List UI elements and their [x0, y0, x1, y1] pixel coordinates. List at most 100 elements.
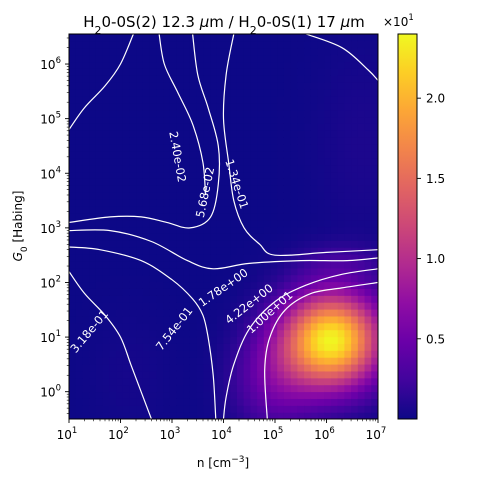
heatmap-cell	[371, 123, 378, 131]
heatmap-cell	[270, 116, 278, 124]
heatmap-cell	[169, 199, 178, 207]
heatmap-cell	[337, 205, 346, 214]
heatmap-cell	[69, 295, 77, 303]
heatmap-cell	[364, 192, 372, 200]
heatmap-cell	[102, 212, 110, 221]
heatmap-cell	[317, 68, 325, 76]
heatmap-cell	[364, 47, 372, 56]
heatmap-cell	[89, 384, 97, 393]
heatmap-cell	[116, 260, 124, 269]
heatmap-cell	[357, 329, 366, 338]
heatmap-cell	[210, 102, 218, 111]
heatmap-cell	[337, 75, 346, 83]
heatmap-cell	[344, 226, 352, 234]
heatmap-cell	[156, 68, 164, 76]
heatmap-cell	[142, 384, 151, 393]
heatmap-cell	[304, 391, 312, 399]
contour-line	[69, 34, 134, 130]
heatmap-cell	[344, 164, 352, 173]
heatmap-cell	[277, 75, 285, 83]
heatmap-cell	[270, 281, 278, 289]
heatmap-cell	[324, 82, 332, 90]
heatmap-cell	[109, 405, 117, 413]
heatmap-cell	[102, 219, 110, 228]
heatmap-cell	[183, 95, 191, 104]
heatmap-cell	[371, 357, 378, 365]
heatmap-cell	[122, 315, 131, 324]
heatmap-cell	[116, 205, 124, 214]
heatmap-cell	[243, 370, 251, 379]
heatmap-cell	[129, 54, 137, 63]
heatmap-cell	[344, 288, 352, 296]
heatmap-cell	[142, 185, 151, 193]
heatmap-cell	[250, 157, 258, 166]
heatmap-cell	[310, 336, 319, 344]
heatmap-cell	[317, 226, 325, 234]
heatmap-cell	[243, 89, 251, 97]
heatmap-cell	[257, 336, 265, 344]
heatmap-cell	[196, 178, 204, 186]
heatmap-cell	[364, 116, 372, 124]
heatmap-cell	[203, 47, 211, 56]
heatmap-cell	[142, 68, 151, 76]
heatmap-cell	[142, 137, 151, 145]
heatmap-cell	[122, 398, 131, 406]
heatmap-cell	[337, 219, 346, 228]
heatmap-cell	[364, 89, 372, 97]
heatmap-cell	[210, 116, 218, 124]
heatmap-cell	[250, 329, 258, 338]
heatmap-cell	[337, 157, 346, 166]
heatmap-cell	[337, 357, 346, 365]
heatmap-cell	[216, 54, 225, 63]
heatmap-cell	[136, 260, 144, 269]
heatmap-cell	[82, 130, 90, 138]
heatmap-cell	[136, 322, 144, 331]
heatmap-cell	[156, 370, 164, 379]
heatmap-cell	[304, 54, 312, 63]
heatmap-cell	[203, 185, 211, 193]
heatmap-cell	[216, 254, 225, 262]
heatmap-cell	[263, 315, 272, 324]
heatmap-cell	[351, 185, 359, 193]
heatmap-cell	[169, 61, 178, 69]
heatmap-cell	[310, 240, 319, 248]
heatmap-cell	[344, 178, 352, 186]
heatmap-cell	[257, 185, 265, 193]
heatmap-cell	[116, 123, 124, 131]
heatmap-cell	[236, 412, 245, 419]
heatmap-cell	[357, 123, 366, 131]
heatmap-cell	[210, 336, 218, 344]
heatmap-cell	[344, 364, 352, 372]
heatmap-cell	[297, 164, 305, 173]
heatmap-cell	[189, 309, 198, 317]
heatmap-cell	[216, 309, 225, 317]
heatmap-cell	[169, 123, 178, 131]
heatmap-cell	[290, 240, 298, 248]
heatmap-cell	[304, 178, 312, 186]
heatmap-cell	[344, 157, 352, 166]
heatmap-cell	[176, 116, 184, 124]
heatmap-cell	[324, 123, 332, 131]
heatmap-cell	[236, 123, 245, 131]
heatmap-cell	[243, 157, 251, 166]
heatmap-cell	[69, 144, 77, 152]
heatmap-cell	[351, 315, 359, 324]
heatmap-cell	[89, 370, 97, 379]
heatmap-cell	[163, 137, 171, 145]
heatmap-cell	[122, 329, 131, 338]
heatmap-cell	[297, 336, 305, 344]
heatmap-cell	[89, 123, 97, 131]
heatmap-cell	[364, 370, 372, 379]
heatmap-cell	[364, 109, 372, 118]
heatmap-cell	[129, 364, 137, 372]
heatmap-cell	[243, 47, 251, 56]
heatmap-cell	[109, 260, 117, 269]
heatmap-cell	[297, 364, 305, 372]
heatmap-cell	[371, 109, 378, 118]
heatmap-cell	[324, 315, 332, 324]
heatmap-cell	[75, 350, 84, 358]
heatmap-cell	[69, 315, 77, 324]
heatmap-cell	[176, 260, 184, 269]
heatmap-cell	[102, 254, 110, 262]
heatmap-cell	[102, 199, 110, 207]
